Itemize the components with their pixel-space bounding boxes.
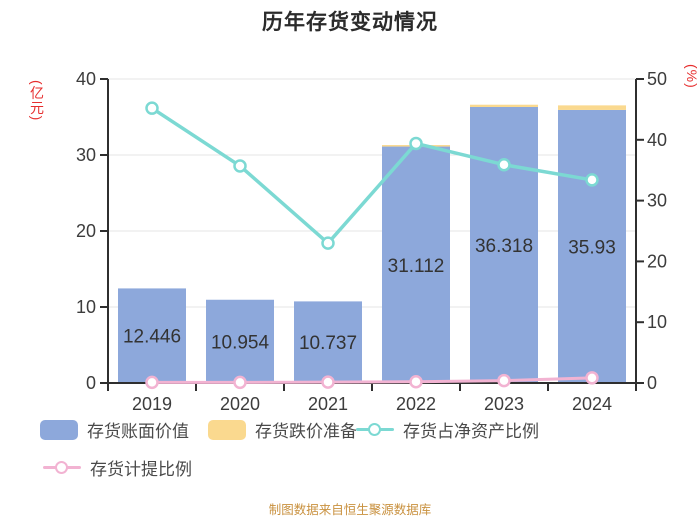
bar-provision-2023[interactable]	[470, 104, 538, 107]
net-asset-ratio-marker-2019[interactable]	[145, 101, 159, 115]
chart-title: 历年存货变动情况	[262, 11, 438, 34]
legend-item-net-asset-ratio[interactable]: 存货占净资产比例	[356, 417, 539, 442]
legend-item-provision-ratio[interactable]: 存货计提比例	[43, 455, 192, 480]
left-axis-tick-label: 40	[76, 69, 96, 89]
legend-item-provision[interactable]: 存货跌价准备	[208, 417, 357, 442]
provision-ratio-marker-2020[interactable]	[233, 375, 247, 390]
right-axis-tick-label: 40	[647, 130, 667, 150]
net-asset-ratio-marker-2020[interactable]	[233, 159, 247, 173]
right-axis-unit-label: (%)	[684, 64, 700, 89]
net-asset-ratio-marker-2021[interactable]	[321, 236, 335, 250]
bar-provision-2024[interactable]	[558, 105, 626, 110]
bar-book-value-2023[interactable]	[470, 106, 538, 383]
net-asset-ratio-marker-2024[interactable]	[585, 173, 599, 187]
net-asset-ratio-line	[150, 106, 594, 245]
right-axis-tick-label: 0	[647, 373, 657, 393]
left-axis-tick-label: 20	[76, 221, 96, 241]
bar-book-value-2020[interactable]	[206, 299, 274, 383]
bar-value-label-2022: 31.112	[388, 256, 445, 277]
book-value-swatch-icon	[40, 419, 78, 440]
bar-book-value-2024[interactable]	[558, 109, 626, 383]
bar-book-value-2021[interactable]	[294, 301, 362, 383]
plot-area: 0 10 20 30 40 0 10 20 30 40 50 2019 2020 2021 2022 2023…	[76, 69, 667, 414]
data-source-note: 制图数据来自恒生聚源数据库	[268, 503, 432, 517]
provision-ratio-line	[150, 376, 594, 384]
provision-swatch-icon	[208, 419, 246, 440]
right-axis-tick-label: 10	[647, 312, 667, 332]
x-axis-label-2022: 2022	[396, 394, 436, 414]
x-axis-label-2023: 2023	[484, 394, 524, 414]
legend-label: 存货占净资产比例	[403, 422, 539, 441]
provision-ratio-marker-2024[interactable]	[585, 371, 599, 385]
bar-value-label-2020: 10.954	[211, 332, 270, 353]
bar-value-label-2019: 12.446	[123, 327, 181, 348]
bar-book-value-2022[interactable]	[382, 146, 450, 383]
net-asset-ratio-marker-2022[interactable]	[409, 136, 423, 151]
legend-label: 存货计提比例	[90, 460, 192, 479]
bar-value-label-2021: 10.737	[299, 333, 357, 354]
provision-ratio-marker-2021[interactable]	[321, 375, 335, 389]
bar-value-label-2024: 35.93	[568, 237, 616, 258]
left-axis-tick-label: 10	[76, 297, 96, 317]
pink-line-marker-icon	[43, 458, 81, 478]
right-axis-tick-label: 50	[647, 69, 667, 89]
legend-item-book-value[interactable]: 存货账面价值	[40, 417, 189, 442]
left-axis-tick-label: 0	[86, 373, 96, 393]
left-axis-tick-label: 30	[76, 145, 96, 165]
right-axis-tick-label: 30	[647, 191, 667, 211]
x-axis-label-2020: 2020	[220, 394, 260, 414]
provision-ratio-marker-2023[interactable]	[497, 373, 511, 388]
net-asset-ratio-marker-2023[interactable]	[497, 157, 511, 172]
provision-ratio-marker-2022[interactable]	[409, 375, 423, 389]
x-axis-label-2019: 2019	[132, 394, 172, 414]
bar-book-value-2019[interactable]	[118, 288, 186, 383]
right-axis-tick-label: 20	[647, 251, 667, 271]
legend-label: 存货账面价值	[87, 422, 189, 441]
bar-value-label-2023: 36.318	[475, 236, 533, 257]
left-axis-unit-label: (亿元)	[29, 80, 45, 122]
teal-line-marker-icon	[356, 420, 394, 440]
x-axis-label-2024: 2024	[572, 394, 612, 414]
legend-label: 存货跌价准备	[255, 422, 357, 441]
provision-ratio-marker-2019[interactable]	[145, 375, 159, 390]
x-axis-label-2021: 2021	[308, 394, 348, 414]
